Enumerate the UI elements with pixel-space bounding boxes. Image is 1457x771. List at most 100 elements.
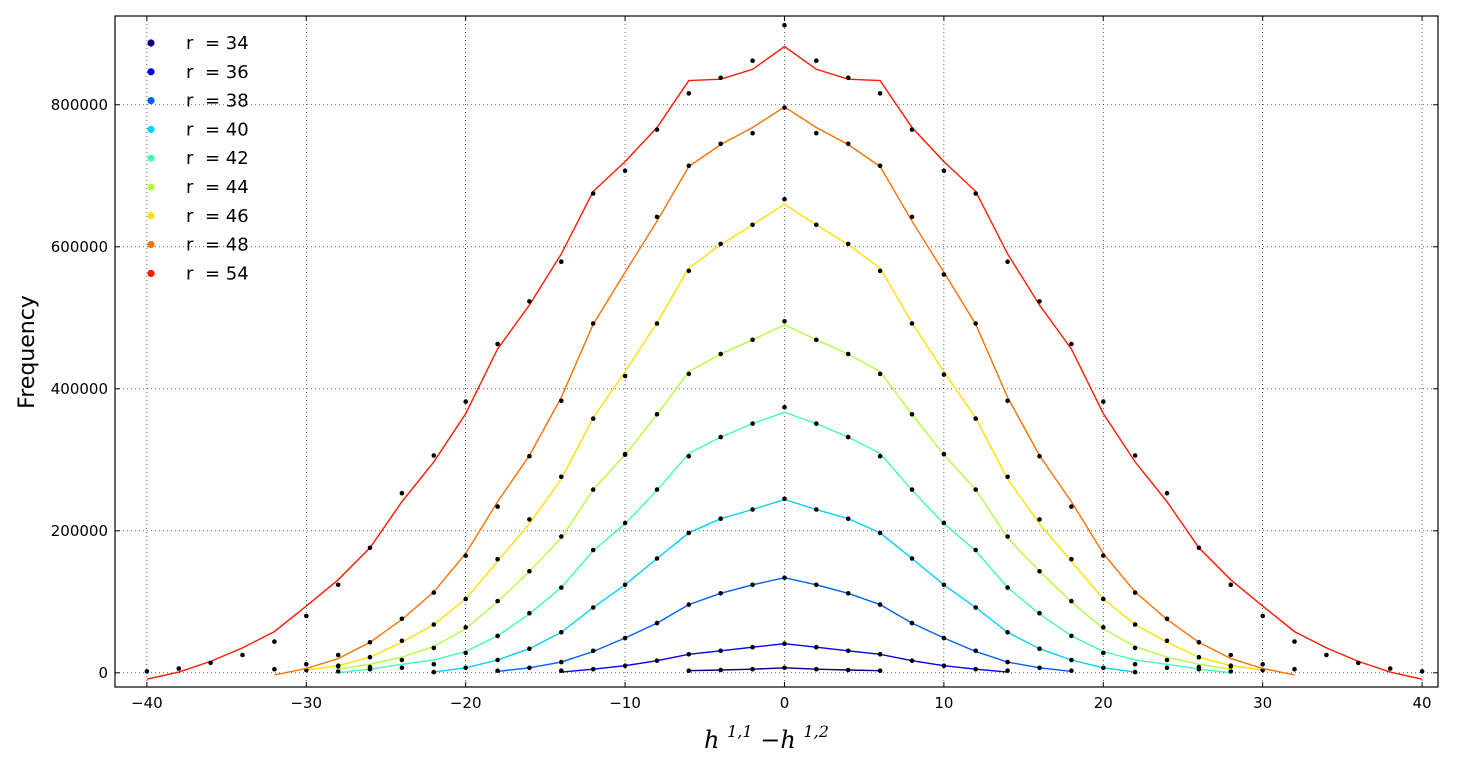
data-point — [559, 534, 564, 539]
data-point — [495, 598, 500, 604]
data-point — [750, 582, 755, 588]
data-point — [1005, 398, 1010, 404]
data-point — [1101, 596, 1106, 602]
data-point — [877, 668, 883, 673]
legend-label: = 36 — [205, 62, 249, 83]
data-point — [559, 630, 564, 635]
data-point — [782, 575, 787, 580]
data-point — [1164, 665, 1170, 671]
data-point — [1196, 545, 1202, 551]
data-point — [654, 214, 660, 220]
series — [431, 496, 1138, 675]
data-point — [463, 625, 469, 630]
data-point — [559, 668, 564, 673]
data-point — [814, 222, 819, 228]
data-point — [1324, 652, 1329, 658]
data-point — [495, 504, 500, 509]
data-point — [1164, 657, 1170, 663]
data-point — [877, 602, 883, 607]
data-point — [686, 668, 692, 673]
data-point — [782, 105, 787, 110]
legend-marker — [147, 39, 155, 47]
data-point — [622, 168, 628, 174]
data-point — [686, 91, 692, 96]
data-point — [782, 196, 787, 202]
data-point — [941, 663, 947, 668]
x-tick-label: −10 — [609, 694, 641, 712]
data-point — [431, 622, 437, 627]
series — [495, 575, 1074, 673]
data-point — [208, 660, 213, 666]
y-axis-label: Frequency — [15, 295, 40, 409]
data-point — [845, 351, 851, 357]
data-point — [463, 650, 469, 656]
data-point — [686, 371, 692, 377]
data-point — [1228, 669, 1234, 674]
data-point — [1260, 662, 1265, 667]
data-point — [399, 490, 405, 496]
data-point — [431, 669, 437, 675]
legend-prefix: r — [186, 62, 194, 83]
data-point — [1228, 652, 1234, 658]
data-point — [877, 530, 883, 536]
data-point — [973, 416, 978, 421]
data-point — [1132, 453, 1138, 458]
data-point — [1132, 622, 1138, 627]
data-point — [590, 605, 596, 610]
data-point — [814, 130, 819, 136]
data-point — [1069, 657, 1074, 663]
x-label-sup1: 1,1 — [727, 722, 752, 741]
data-point — [495, 633, 500, 639]
data-point — [1005, 630, 1010, 635]
grid — [115, 16, 1438, 687]
data-point — [1196, 664, 1202, 670]
data-point — [909, 412, 915, 417]
legend-label: = 48 — [205, 235, 249, 256]
legend-label: = 44 — [205, 177, 249, 198]
data-point — [1037, 610, 1042, 616]
data-point — [495, 668, 500, 673]
x-tick-label: 20 — [1094, 694, 1113, 712]
data-point — [1292, 639, 1297, 644]
data-point — [1005, 259, 1010, 265]
data-point — [495, 556, 500, 562]
legend-prefix: r — [186, 206, 194, 227]
data-point — [559, 659, 564, 665]
data-point — [335, 652, 341, 658]
series — [335, 404, 1234, 674]
data-point — [1069, 504, 1074, 509]
data-point — [367, 640, 373, 645]
x-tick-label: 0 — [780, 694, 790, 712]
data-point — [622, 452, 628, 458]
legend: r = 34 r = 36 r = 38 r = 40 r = 42 r = 44 r = 46 r = 48… — [147, 33, 249, 284]
data-point — [941, 168, 947, 174]
data-point — [399, 657, 405, 663]
series — [144, 22, 1425, 680]
data-point — [877, 371, 883, 377]
data-point — [973, 547, 978, 553]
data-point — [1164, 490, 1170, 496]
data-point — [495, 657, 500, 663]
data-point — [973, 605, 978, 610]
legend-prefix: r — [186, 91, 194, 112]
data-point — [973, 487, 978, 492]
data-point — [909, 321, 915, 326]
y-tick-label: 200000 — [51, 522, 108, 540]
data-point — [1005, 585, 1010, 590]
data-point — [622, 373, 628, 379]
data-point — [1132, 669, 1138, 675]
data-point — [399, 616, 405, 622]
series — [304, 196, 1265, 673]
data-point — [654, 321, 660, 326]
data-point — [1005, 668, 1010, 673]
data-point — [750, 666, 755, 672]
data-point — [877, 91, 883, 96]
data-point — [814, 507, 819, 512]
data-point — [622, 520, 628, 526]
x-label-h: h — [704, 726, 719, 754]
data-point — [718, 648, 723, 654]
data-point — [272, 666, 277, 672]
legend-prefix: r — [186, 148, 194, 169]
data-point — [1101, 399, 1106, 404]
